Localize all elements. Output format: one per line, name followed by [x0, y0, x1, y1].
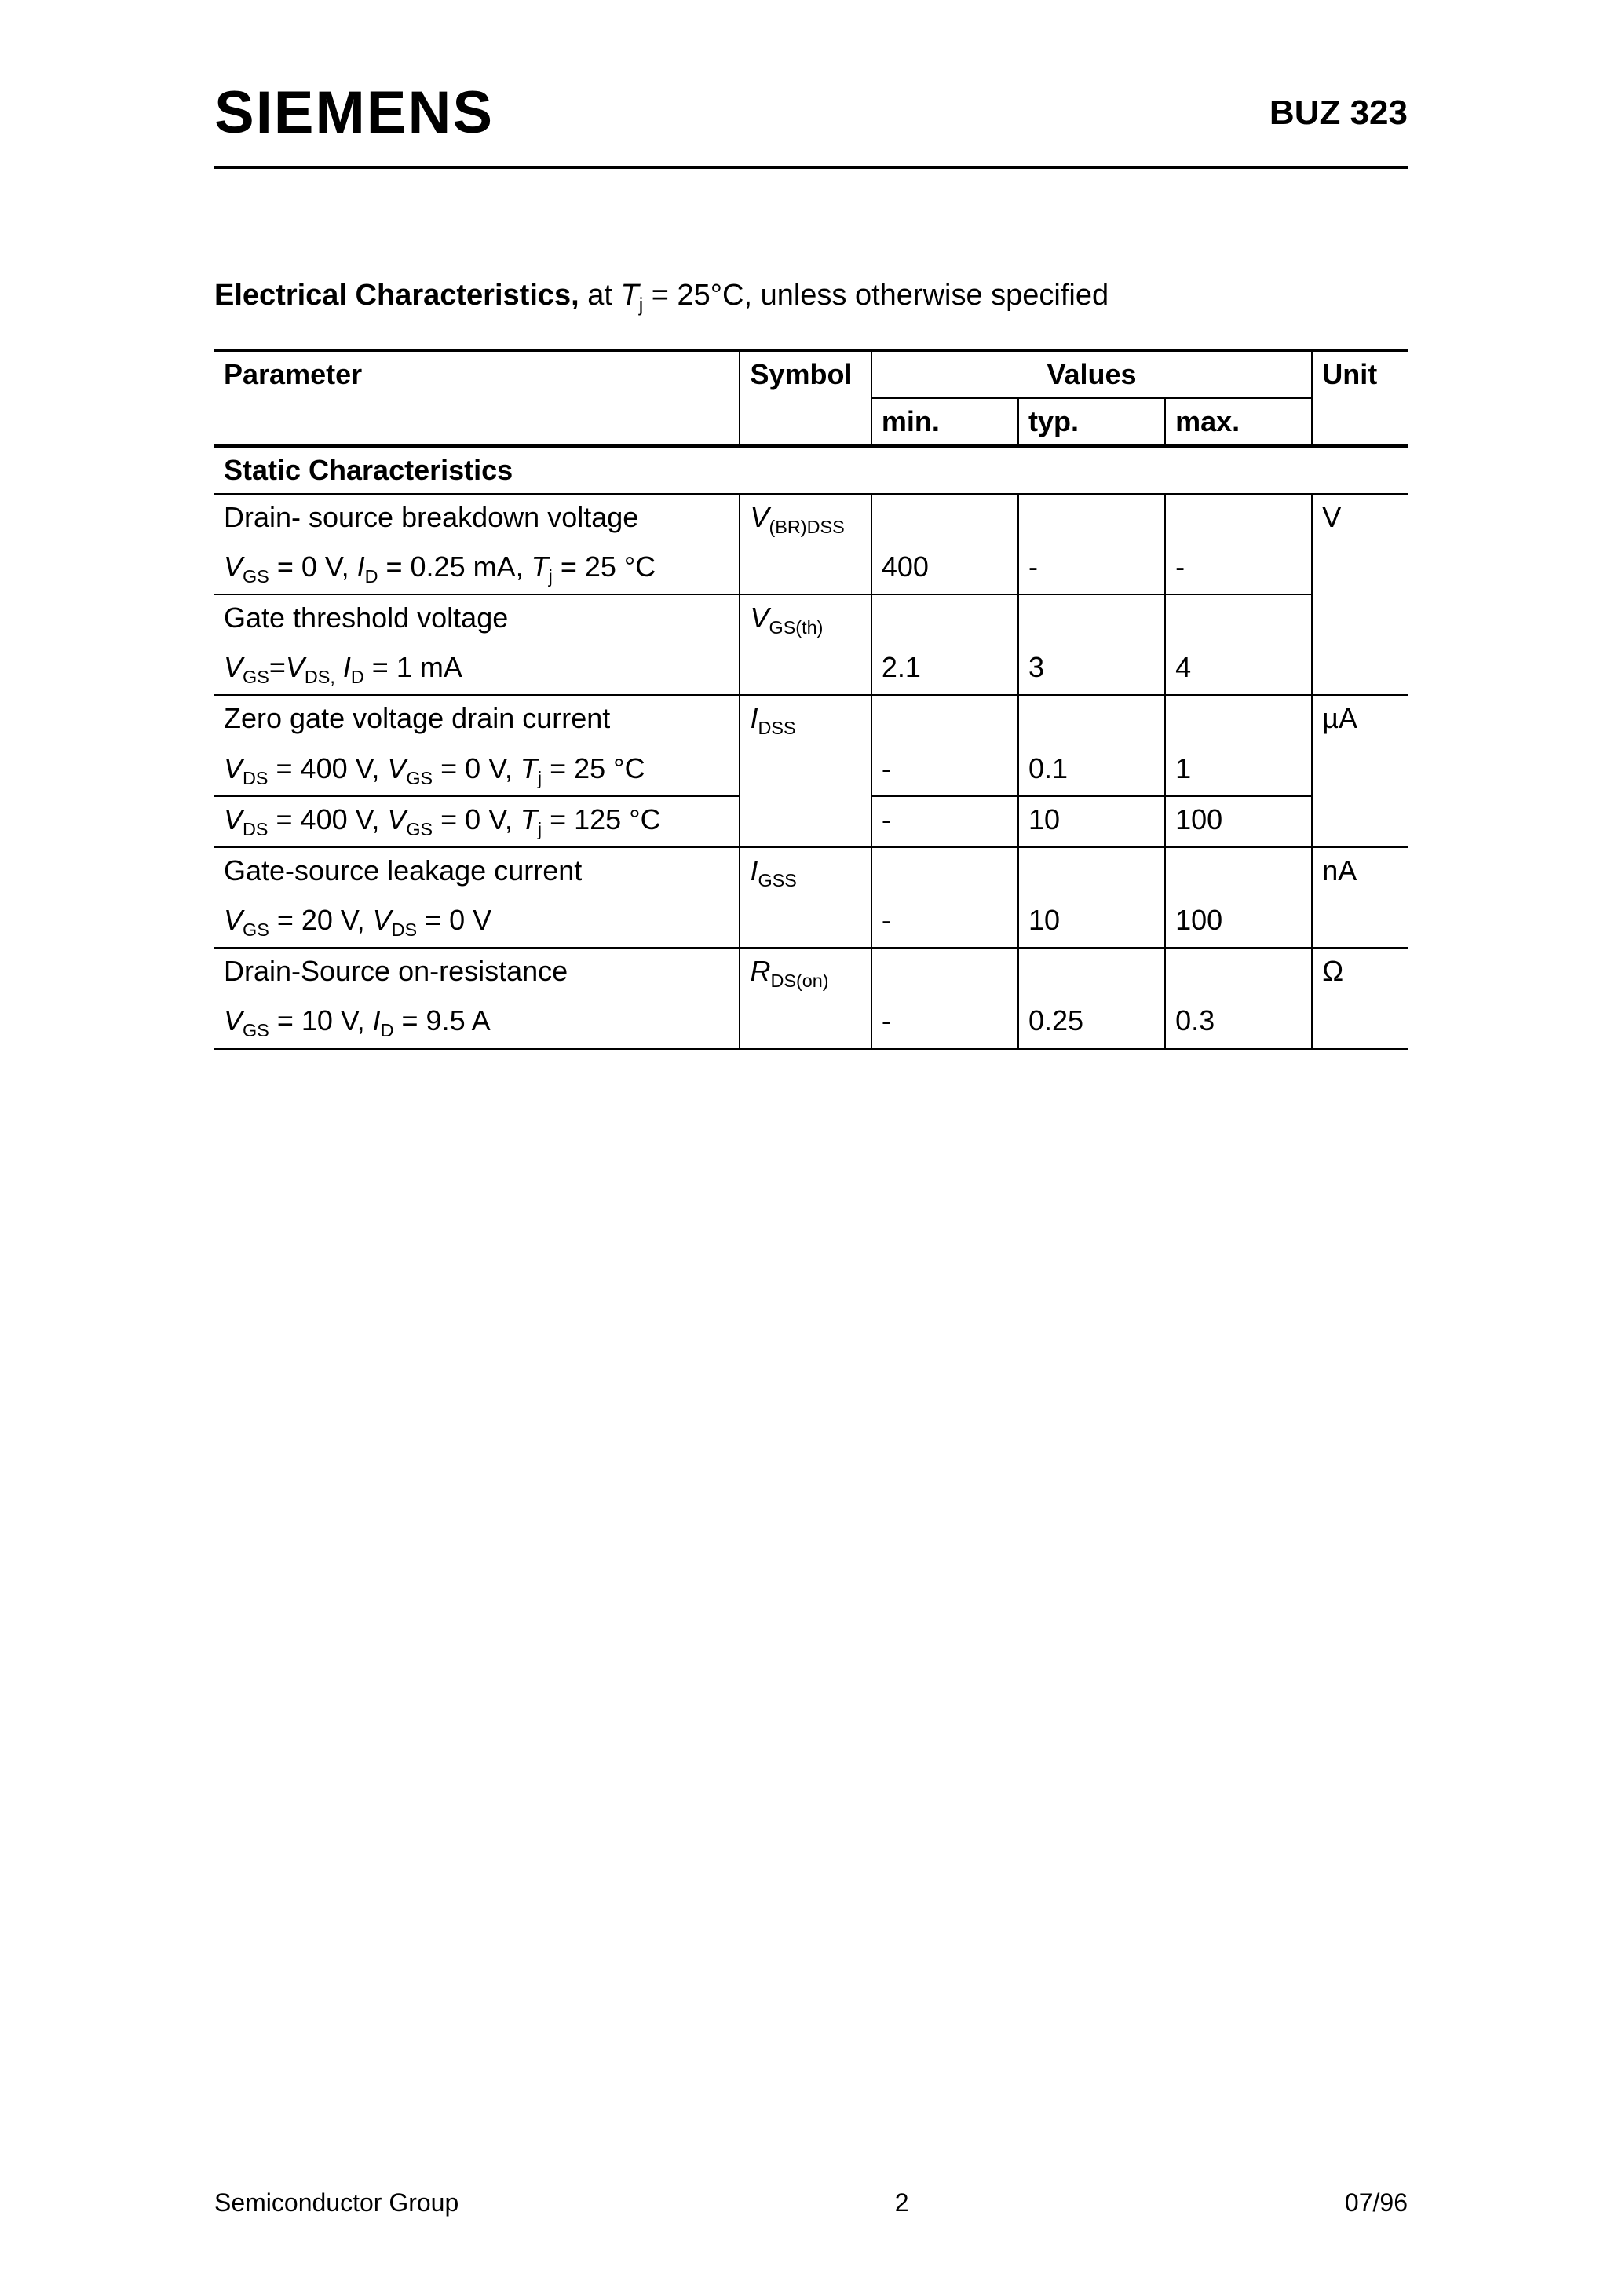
unit-3: nA — [1312, 847, 1408, 898]
sym-4b — [740, 998, 871, 1048]
sym-2bb — [740, 796, 871, 847]
th-values: Values — [871, 350, 1312, 398]
section-title: Electrical Characteristics, at Tj = 25°C… — [214, 279, 1408, 317]
title-cond: = 25°C, unless otherwise specified — [643, 279, 1109, 312]
max-0: - — [1165, 544, 1312, 594]
unit-2bb — [1312, 796, 1408, 847]
unit-2ab — [1312, 746, 1408, 796]
cond-1: VGS=VDS, ID = 1 mA — [214, 645, 740, 695]
footer-right: 07/96 — [1345, 2188, 1408, 2217]
symbol-1: VGS(th) — [740, 594, 871, 645]
th-max: max. — [1165, 398, 1312, 446]
min-1h — [871, 594, 1018, 645]
min-3: - — [871, 898, 1018, 948]
max-3h — [1165, 847, 1312, 898]
typ-2h — [1018, 695, 1165, 745]
param-0: Drain- source breakdown voltage — [214, 494, 740, 544]
max-4h — [1165, 948, 1312, 998]
symbol-0: V(BR)DSS — [740, 494, 871, 544]
min-2b: - — [871, 796, 1018, 847]
typ-2a: 0.1 — [1018, 746, 1165, 796]
typ-2b: 10 — [1018, 796, 1165, 847]
param-3: Gate-source leakage current — [214, 847, 740, 898]
cond-2a: VDS = 400 V, VGS = 0 V, Tj = 25 °C — [214, 746, 740, 796]
characteristics-table: Parameter Symbol Values Unit min. typ. m… — [214, 349, 1408, 1050]
max-4: 0.3 — [1165, 998, 1312, 1048]
typ-4: 0.25 — [1018, 998, 1165, 1048]
cond-4: VGS = 10 V, ID = 9.5 A — [214, 998, 740, 1048]
typ-1: 3 — [1018, 645, 1165, 695]
sym-2ab — [740, 746, 871, 796]
min-4: - — [871, 998, 1018, 1048]
th-unit: Unit — [1312, 350, 1408, 446]
unit-4: Ω — [1312, 948, 1408, 998]
page-header: SIEMENS BUZ 323 — [214, 79, 1408, 169]
subsection-title: Static Characteristics — [214, 446, 1408, 494]
th-min: min. — [871, 398, 1018, 446]
brand-logo: SIEMENS — [214, 79, 494, 147]
max-1: 4 — [1165, 645, 1312, 695]
cond-3: VGS = 20 V, VDS = 0 V — [214, 898, 740, 948]
th-symbol: Symbol — [740, 350, 871, 446]
unit-0: V — [1312, 494, 1408, 544]
max-0h — [1165, 494, 1312, 544]
min-2a: - — [871, 746, 1018, 796]
typ-4h — [1018, 948, 1165, 998]
max-2b: 100 — [1165, 796, 1312, 847]
param-1: Gate threshold voltage — [214, 594, 740, 645]
typ-3: 10 — [1018, 898, 1165, 948]
th-typ: typ. — [1018, 398, 1165, 446]
footer-center: 2 — [895, 2188, 909, 2217]
typ-0: - — [1018, 544, 1165, 594]
min-0h — [871, 494, 1018, 544]
footer-left: Semiconductor Group — [214, 2188, 458, 2217]
typ-1h — [1018, 594, 1165, 645]
typ-0h — [1018, 494, 1165, 544]
sym-1b — [740, 645, 871, 695]
title-rest1: at — [579, 279, 621, 312]
symbol-2: IDSS — [740, 695, 871, 745]
typ-3h — [1018, 847, 1165, 898]
min-1: 2.1 — [871, 645, 1018, 695]
unit-1b — [1312, 645, 1408, 695]
title-bold: Electrical Characteristics, — [214, 279, 579, 312]
param-4: Drain-Source on-resistance — [214, 948, 740, 998]
unit-0b — [1312, 544, 1408, 594]
unit-1 — [1312, 594, 1408, 645]
symbol-4: RDS(on) — [740, 948, 871, 998]
title-symbol: T — [621, 279, 639, 312]
max-1h — [1165, 594, 1312, 645]
unit-3b — [1312, 898, 1408, 948]
cond-0: VGS = 0 V, ID = 0.25 mA, Tj = 25 °C — [214, 544, 740, 594]
cond-2b: VDS = 400 V, VGS = 0 V, Tj = 125 °C — [214, 796, 740, 847]
max-2a: 1 — [1165, 746, 1312, 796]
unit-2: µA — [1312, 695, 1408, 745]
part-number: BUZ 323 — [1269, 93, 1408, 133]
sym-3b — [740, 898, 871, 948]
sym-0b — [740, 544, 871, 594]
page-footer: Semiconductor Group 2 07/96 — [214, 2188, 1408, 2217]
max-2h — [1165, 695, 1312, 745]
unit-4b — [1312, 998, 1408, 1048]
th-parameter: Parameter — [214, 350, 740, 446]
min-2h — [871, 695, 1018, 745]
min-0: 400 — [871, 544, 1018, 594]
symbol-3: IGSS — [740, 847, 871, 898]
max-3: 100 — [1165, 898, 1312, 948]
param-2: Zero gate voltage drain current — [214, 695, 740, 745]
min-4h — [871, 948, 1018, 998]
min-3h — [871, 847, 1018, 898]
